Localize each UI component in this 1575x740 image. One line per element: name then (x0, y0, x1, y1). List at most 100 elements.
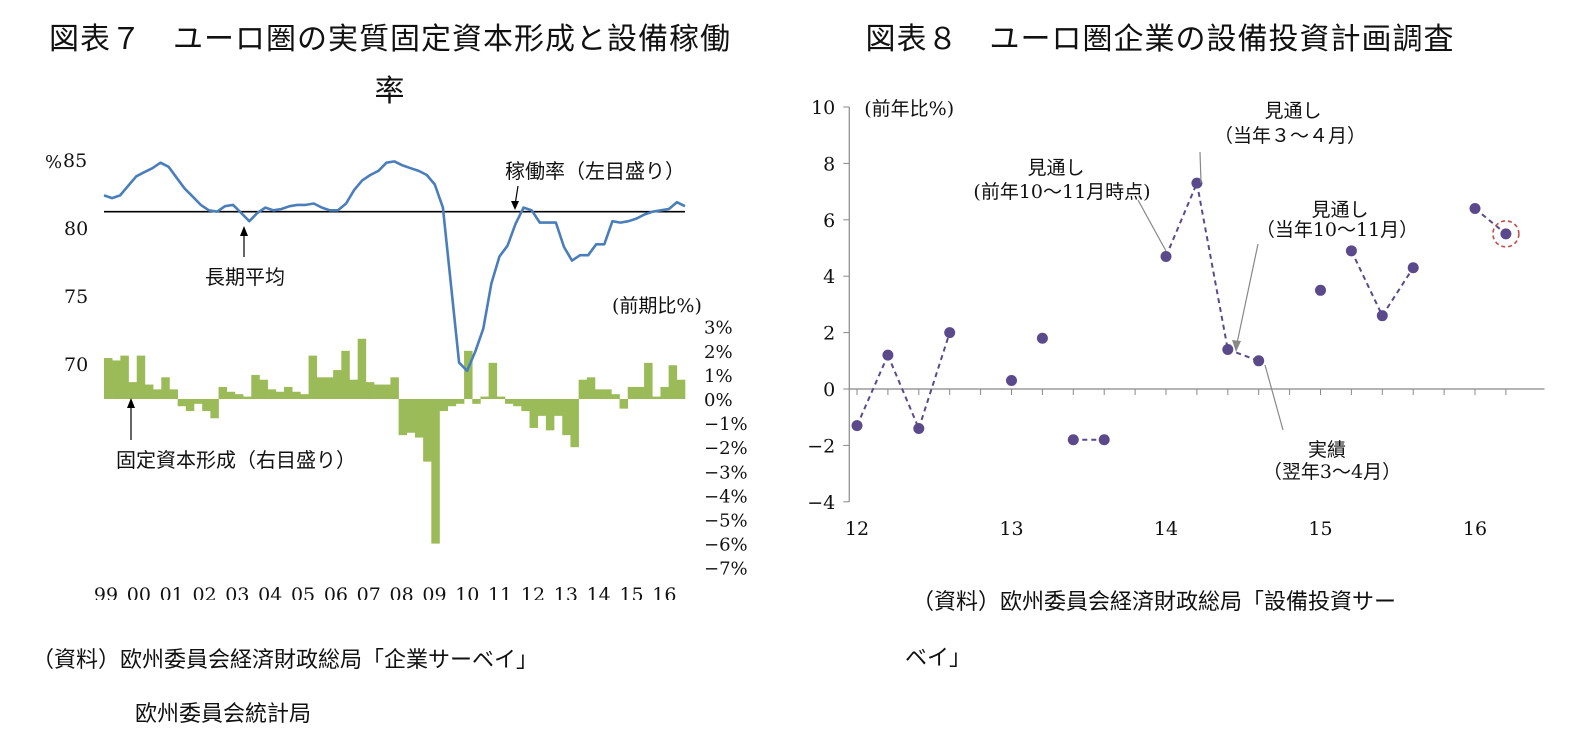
investment-bar-60 (594, 389, 604, 399)
utilization-legend-label: 稼働率（左目盛り） (505, 159, 685, 183)
investment-bar-66 (644, 362, 653, 399)
point-3-3 (1407, 262, 1419, 274)
right-tick-6: −3% (704, 462, 748, 483)
investment-bar-67 (652, 396, 661, 399)
investment-bar-5 (144, 384, 154, 399)
point-0-3 (944, 327, 956, 339)
x-tick-16: 16 (1463, 518, 1487, 540)
investment-bar-2 (120, 355, 129, 399)
investment-bar-38 (414, 399, 424, 438)
investment-bar-37 (406, 399, 416, 433)
average-label: 長期平均 (205, 265, 285, 289)
investment-bar-32 (365, 382, 375, 399)
annotation-mar-line1: 見通し (1264, 100, 1321, 122)
x-tick-14: 14 (587, 584, 611, 600)
x-tick-03: 03 (225, 584, 249, 600)
dashed-line-3-1 (1381, 267, 1415, 317)
right-tick-4: −1% (704, 414, 748, 435)
x-tick-12: 12 (521, 584, 545, 600)
investment-bar-69 (668, 365, 678, 399)
investment-bar-68 (660, 386, 669, 399)
investment-bar-9 (177, 399, 187, 407)
investment-bar-46 (480, 396, 489, 399)
investment-bar-51 (521, 399, 530, 412)
right-tick-0: 3% (704, 318, 733, 339)
investment-bar-34 (382, 384, 391, 399)
investment-bar-65 (635, 386, 645, 399)
point-0-2 (913, 422, 925, 434)
point-4-0 (1469, 203, 1481, 215)
point-3-1 (1345, 245, 1357, 257)
investment-bar-27 (324, 377, 334, 399)
dashed-line-2-1 (1195, 182, 1229, 350)
right-tick-2: 1% (704, 366, 733, 387)
point-0-0 (851, 420, 863, 432)
x-tick-02: 02 (192, 584, 216, 600)
right-tick-9: −6% (704, 535, 748, 556)
chart8-source-2: ベイ」 (905, 646, 972, 671)
investment-bar-6 (153, 389, 162, 399)
chart7-title-text: 図表７ ユーロ圏の実質固定資本形成と設備稼働率 (49, 22, 731, 109)
investment-bar-12 (202, 399, 211, 412)
investment-bar-13 (210, 399, 219, 419)
investment-bar-1 (112, 360, 121, 399)
point-2-3 (1253, 355, 1265, 367)
annotation-prev-pointer (1137, 199, 1167, 252)
utilization-pointer-head (511, 201, 519, 210)
annotation-jisseki-pointer (1264, 364, 1284, 431)
x-tick-01: 01 (160, 584, 184, 600)
annotation-prev-line2: (前年10〜11月時点) (973, 181, 1150, 203)
annotation-oct-line1: 見通し (1311, 199, 1368, 221)
investment-bar-20 (267, 389, 277, 399)
point-4-1 (1500, 228, 1512, 240)
investment-bar-43 (455, 399, 465, 404)
investment-bar-57 (570, 399, 579, 448)
x-tick-07: 07 (357, 584, 381, 600)
y-tick-6: 6 (823, 210, 835, 232)
chart8-source-1: （資料）欧州委員会経済財政総局「設備投資サー (912, 590, 1397, 615)
investment-bar-50 (513, 399, 522, 407)
average-pointer-head (240, 226, 248, 236)
chart7-plot: % 85 80 75 70 (前期比%)3% 2% 1% 0% −1% −2% −3% −4% −5% −6… (45, 150, 748, 600)
right-tick-3: 0% (704, 390, 733, 411)
investment-bar-63 (619, 399, 629, 409)
investment-bar-0 (104, 358, 113, 399)
x-tick-08: 08 (390, 584, 414, 600)
annotation-prev-line1: 見通し (1027, 157, 1084, 179)
investment-bar-33 (374, 384, 383, 399)
investment-bar-54 (545, 399, 555, 431)
point-2-2 (1222, 344, 1234, 356)
right-tick-7: −4% (704, 486, 748, 507)
investment-bar-18 (251, 374, 260, 399)
investment-bar-15 (226, 391, 236, 399)
investment-bar-58 (578, 379, 588, 399)
investment-bar-48 (496, 396, 506, 399)
investment-bar-59 (586, 377, 596, 399)
investment-bar-42 (447, 399, 457, 407)
investment-bar-30 (349, 379, 358, 399)
y-tick-2: 2 (823, 323, 835, 345)
left-tick-80: 80 (64, 218, 88, 240)
investment-bar-31 (357, 338, 367, 399)
y-tick-4: 4 (823, 266, 835, 288)
investment-bar-22 (284, 386, 293, 399)
right-tick-8: −5% (704, 511, 748, 532)
investment-bar-61 (603, 389, 612, 399)
point-1-2 (1067, 434, 1079, 446)
investment-bar-14 (218, 386, 228, 399)
x-tick-12: 12 (845, 518, 869, 540)
investment-bar-7 (161, 377, 170, 399)
investment-bar-41 (439, 399, 448, 412)
investment-bar-62 (611, 394, 620, 399)
left-tick-70: 70 (64, 354, 88, 376)
annotation-mar-line2: （当年３〜４月） (1214, 125, 1366, 147)
investment-bar-26 (316, 377, 326, 399)
y-tick--2: −2 (807, 435, 835, 457)
point-1-0 (1006, 375, 1017, 387)
investment-bar-4 (136, 355, 146, 399)
investment-bar-17 (243, 396, 252, 399)
left-tick-75: 75 (64, 286, 88, 308)
dashed-line-2-0 (1165, 182, 1198, 257)
chart7-source-1: （資料）欧州委員会経済財政総局「企業サーベイ」 (32, 648, 539, 673)
x-tick-00: 00 (127, 584, 151, 600)
